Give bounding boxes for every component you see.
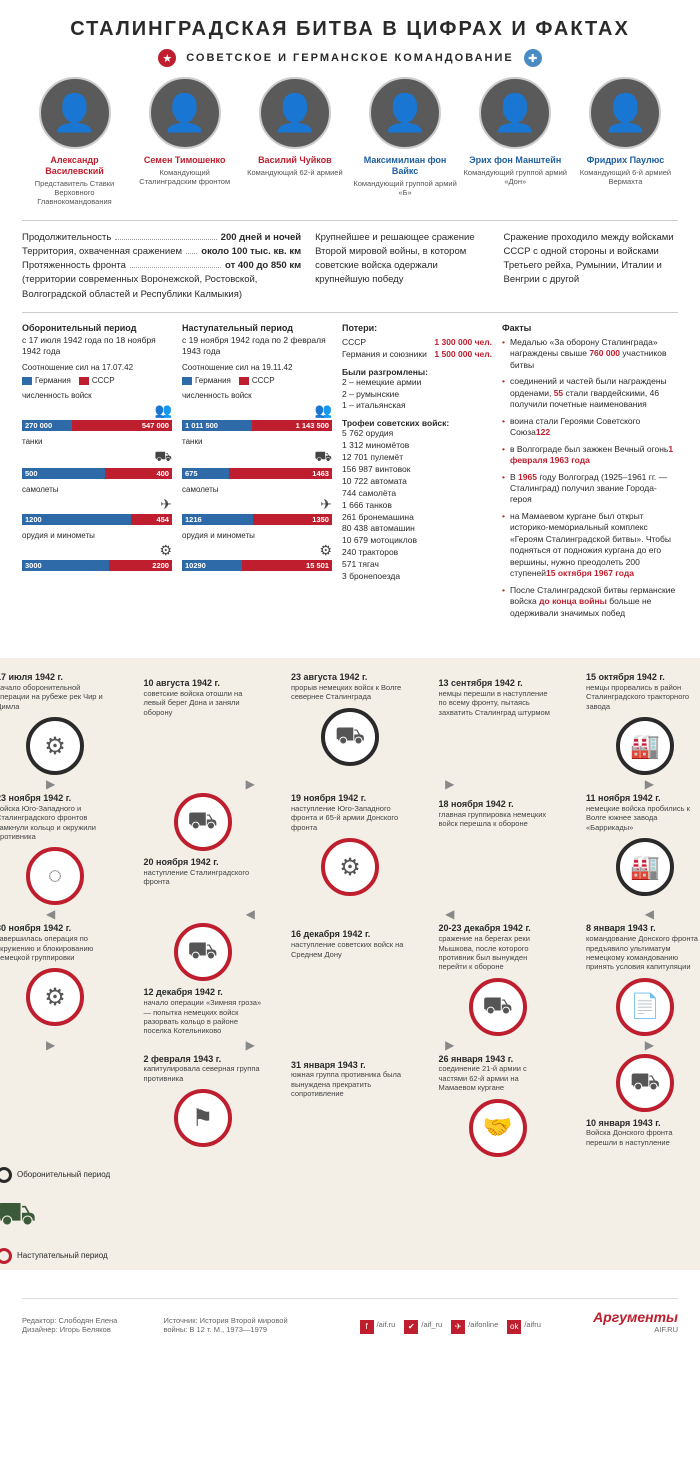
arrow-icon: ▶ <box>645 777 654 791</box>
timeline-item: ⛟12 декабря 1942 г.начало операции «Зимн… <box>144 923 262 1035</box>
timeline-item: ⛟10 января 1943 г.Войска Донского фронта… <box>586 1054 700 1148</box>
tank-icon: ⛟ <box>0 1195 36 1236</box>
timeline-item: 11 ноября 1942 г.немецкие войска пробили… <box>586 793 700 896</box>
social-icon[interactable]: ✔ <box>404 1320 418 1334</box>
stats-section: Оборонительный периодс 17 июля 1942 года… <box>22 323 678 624</box>
unit-icon: ✈ <box>182 496 332 513</box>
unit-icon: 👥 <box>182 402 332 419</box>
timeline-item: 13 сентября 1942 г.немцы перешли в насту… <box>439 672 557 717</box>
timeline-node-icon: ⛟ <box>174 923 232 981</box>
arrow-icon: ▶ <box>445 777 454 791</box>
timeline-item: 17 июля 1942 г.начало оборонительной опе… <box>0 672 114 775</box>
portrait-icon: 👤 <box>479 77 551 149</box>
timeline-item: 2 февраля 1943 г.капитулировала северная… <box>144 1054 262 1148</box>
arrow-icon: ▶ <box>445 1038 454 1052</box>
portrait-icon: 👤 <box>589 77 661 149</box>
commander-card: 👤 Семен Тимошенко Командующий Сталинград… <box>132 77 237 206</box>
timeline-item: 23 ноября 1942 г.войска Юго-Западного и … <box>0 793 114 905</box>
timeline-item: 8 января 1943 г.командование Донского фр… <box>586 923 700 1035</box>
commander-card: 👤 Василий Чуйков Командующий 62-й армией <box>242 77 347 206</box>
timeline-node-icon: ⛟ <box>321 708 379 766</box>
timeline-node-icon: ⛟ <box>469 978 527 1036</box>
arrow-icon: ▶ <box>46 1038 55 1052</box>
timeline-item: 20-23 декабря 1942 г.сражение на берегах… <box>439 923 557 1035</box>
timeline-item: 16 декабря 1942 г.наступление советских … <box>291 923 409 959</box>
timeline-node-icon: ⚑ <box>174 1089 232 1147</box>
arrow-icon: ◀ <box>46 907 55 921</box>
ratio-bar: орудия и минометы ⚙ 10290 15 501 <box>182 531 332 571</box>
commander-card: 👤 Эрих фон Манштейн Командующий группой … <box>463 77 568 206</box>
timeline-item: 19 ноября 1942 г.наступление Юго-Западно… <box>291 793 409 896</box>
unit-icon: 👥 <box>22 402 172 419</box>
fact-item: воина стали Героями Советского Союза122 <box>502 416 678 439</box>
ratio-bar: самолеты ✈ 1216 1350 <box>182 485 332 525</box>
unit-icon: ⛟ <box>22 448 172 467</box>
timeline-node-icon: 📄 <box>616 978 674 1036</box>
fact-item: В 1965 году Волгоград (1925–1961 гг. — С… <box>502 472 678 506</box>
ratio-bar: танки ⛟ 675 1463 <box>182 437 332 479</box>
timeline-item: ⛟20 ноября 1942 г.наступление Сталинград… <box>144 793 262 887</box>
fact-item: на Мамаевом кургане был открыт историко-… <box>502 511 678 580</box>
ratio-bar: численность войск 👥 1 011 500 1 143 500 <box>182 391 332 431</box>
ratio-bar: орудия и минометы ⚙ 3000 2200 <box>22 531 172 571</box>
fact-item: Медалью «За оборону Сталинграда» награжд… <box>502 337 678 371</box>
page-title: СТАЛИНГРАДСКАЯ БИТВА В ЦИФРАХ И ФАКТАХ <box>22 18 678 41</box>
timeline-node-icon: ⛟ <box>616 1054 674 1112</box>
timeline-node-icon: 🤝 <box>469 1099 527 1157</box>
timeline-node-icon: ⚙ <box>26 717 84 775</box>
ring-def-icon <box>0 1167 12 1183</box>
arrow-icon: ◀ <box>445 907 454 921</box>
arrow-icon: ▶ <box>246 1038 255 1052</box>
timeline-node-icon: ◌ <box>26 847 84 905</box>
commanders-row: 👤 Александр Василевский Представитель Ст… <box>22 77 678 206</box>
portrait-icon: 👤 <box>259 77 331 149</box>
arrow-icon: ◀ <box>645 907 654 921</box>
social-icon[interactable]: ok <box>507 1320 521 1334</box>
timeline-node-icon: ⚙ <box>26 968 84 1026</box>
soviet-star-icon: ★ <box>158 49 176 67</box>
arrow-icon: ▶ <box>645 1038 654 1052</box>
arrow-icon: ▶ <box>246 777 255 791</box>
ring-off-icon <box>0 1248 12 1264</box>
portrait-icon: 👤 <box>369 77 441 149</box>
timeline-node-icon: ⚙ <box>321 838 379 896</box>
footer: Редактор: Слободян Елена Дизайнер: Игорь… <box>22 1298 678 1334</box>
social-icon[interactable]: f <box>360 1320 374 1334</box>
fact-item: в Волгограде был зажжен Вечный огонь1 фе… <box>502 444 678 467</box>
ratio-bar: танки ⛟ 500 400 <box>22 437 172 479</box>
timeline-node-icon: 🏭 <box>616 838 674 896</box>
timeline-item: 15 октября 1942 г.немцы прорвались в рай… <box>586 672 700 775</box>
commander-card: 👤 Александр Василевский Представитель Ст… <box>22 77 127 206</box>
timeline: 17 июля 1942 г.начало оборонительной опе… <box>0 658 700 1269</box>
timeline-item: 26 января 1943 г.соединение 21-й армии с… <box>439 1054 557 1157</box>
fact-item: После Сталинградской битвы германские во… <box>502 585 678 619</box>
portrait-icon: 👤 <box>149 77 221 149</box>
german-badge-icon: ✚ <box>524 49 542 67</box>
subhead: ★ СОВЕТСКОЕ И ГЕРМАНСКОЕ КОМАНДОВАНИЕ ✚ <box>22 49 678 67</box>
timeline-item: 30 ноября 1942 г.завершилась операция по… <box>0 923 114 1026</box>
timeline-item: 23 августа 1942 г.прорыв немецких войск … <box>291 672 409 766</box>
commander-card: 👤 Максимилиан фон Вайкс Командующий груп… <box>353 77 458 206</box>
brand-logo: Аргументы <box>593 1309 678 1325</box>
timeline-node-icon: ⛟ <box>174 793 232 851</box>
fact-item: соединений и частей были награждены орде… <box>502 376 678 410</box>
timeline-node-icon: 🏭 <box>616 717 674 775</box>
unit-icon: ⚙ <box>182 542 332 559</box>
social-icon[interactable]: ✈ <box>451 1320 465 1334</box>
arrow-icon: ◀ <box>246 907 255 921</box>
portrait-icon: 👤 <box>39 77 111 149</box>
key-facts-band: Продолжительность200 дней и ночей Террит… <box>22 220 678 313</box>
ratio-bar: самолеты ✈ 1200 454 <box>22 485 172 525</box>
timeline-item: 31 января 1943 г.южная группа противника… <box>291 1054 409 1099</box>
unit-icon: ⚙ <box>22 542 172 559</box>
commander-card: 👤 Фридрих Паулюс Командующий 6-й армией … <box>573 77 678 206</box>
arrow-icon: ▶ <box>46 777 55 791</box>
ratio-bar: численность войск 👥 270 000 547 000 <box>22 391 172 431</box>
unit-icon: ⛟ <box>182 448 332 467</box>
timeline-item: 18 ноября 1942 г.главная группировка нем… <box>439 793 557 829</box>
unit-icon: ✈ <box>22 496 172 513</box>
timeline-item: 10 августа 1942 г.советские войска отошл… <box>144 672 262 717</box>
